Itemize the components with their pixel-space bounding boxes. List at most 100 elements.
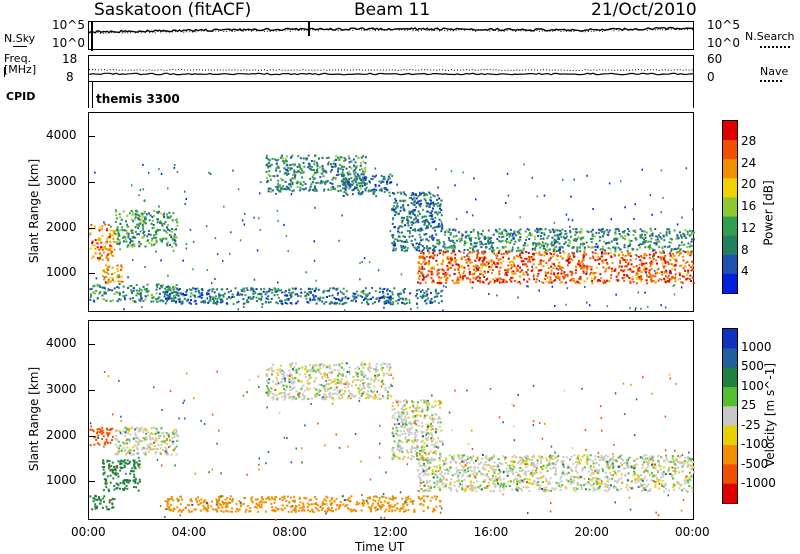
- velocity-cell: [136, 448, 139, 451]
- velocity-cell: [374, 377, 377, 380]
- velocity-cell: [427, 425, 430, 428]
- power-cell: [401, 219, 404, 222]
- power-cell: [427, 270, 430, 273]
- power-cell: [260, 288, 262, 291]
- velocity-cell: [123, 427, 126, 430]
- power-cell: [174, 296, 177, 299]
- power-cell: [299, 171, 302, 174]
- power-cell: [457, 268, 460, 271]
- power-cell: [438, 279, 441, 282]
- power-cell: [659, 256, 662, 259]
- power-cell: [157, 212, 160, 214]
- power-cell: [113, 248, 116, 251]
- power-cell: [638, 269, 641, 272]
- power-cell: [542, 260, 545, 263]
- power-cell: [131, 245, 134, 248]
- power-cell: [436, 198, 439, 201]
- y-tick-mark: [89, 181, 95, 183]
- velocity-cell: [404, 422, 407, 425]
- velocity-cell: [407, 433, 410, 436]
- power-cell: [650, 278, 652, 281]
- power-cell: [366, 298, 369, 301]
- power-cell: [541, 281, 544, 284]
- power-cell: [463, 266, 466, 269]
- velocity-cell: [412, 401, 415, 404]
- power-cell: [435, 211, 437, 214]
- velocity-cell: [423, 399, 425, 402]
- power-cell: [360, 156, 363, 159]
- velocity-cell: [159, 452, 162, 455]
- velocity-cell: [416, 457, 419, 460]
- velocity-cell: [168, 439, 171, 442]
- power-cell: [660, 211, 662, 214]
- power-cell: [421, 289, 424, 292]
- power-cell: [514, 234, 517, 237]
- power-cell: [344, 185, 347, 188]
- power-cell: [150, 222, 153, 225]
- power-cell: [401, 216, 403, 219]
- velocity-cell: [101, 429, 104, 432]
- power-cell: [596, 259, 599, 261]
- power-cell: [142, 227, 144, 230]
- velocity-cell: [122, 479, 125, 482]
- velocity-cell: [388, 374, 390, 376]
- power-cell: [433, 267, 436, 270]
- power-cell: [483, 250, 486, 253]
- power-cell: [510, 280, 513, 283]
- velocity-cell: [380, 363, 383, 366]
- power-cell: [408, 210, 411, 213]
- power-cell: [144, 199, 146, 202]
- velocity-cell: [275, 394, 278, 397]
- power-cell: [630, 240, 633, 242]
- power-cell: [601, 230, 604, 233]
- power-cell: [669, 245, 671, 248]
- power-cell: [195, 302, 198, 305]
- velocity-cell: [389, 383, 392, 386]
- velocity-cell: [416, 452, 419, 455]
- power-cell: [536, 243, 539, 246]
- power-cell: [544, 274, 547, 277]
- velocity-cell: [111, 439, 113, 441]
- power-cell: [655, 259, 657, 262]
- velocity-cell: [143, 438, 146, 441]
- power-cell: [631, 275, 634, 278]
- power-cell: [524, 230, 527, 233]
- power-cell: [643, 257, 646, 260]
- power-cell: [497, 278, 500, 281]
- power-cell: [553, 242, 556, 244]
- power-cell: [142, 219, 145, 222]
- power-cell: [494, 277, 497, 280]
- power-cell: [487, 239, 490, 242]
- power-cell: [153, 236, 156, 239]
- velocity-cell: [127, 481, 130, 484]
- power-cell: [153, 235, 156, 238]
- power-cell: [614, 250, 617, 253]
- power-cell: [364, 293, 367, 296]
- velocity-cell: [123, 466, 126, 469]
- power-cell: [126, 214, 129, 217]
- power-cell: [143, 210, 146, 213]
- power-cell: [439, 211, 442, 214]
- velocity-cell: [144, 447, 147, 450]
- velocity-cell: [96, 506, 99, 509]
- velocity-cell: [136, 447, 139, 450]
- power-cell: [221, 300, 224, 303]
- power-cell: [672, 257, 675, 260]
- power-cell: [271, 291, 274, 294]
- velocity-cell: [402, 399, 405, 402]
- velocity-cell: [325, 383, 328, 386]
- power-cell: [421, 216, 424, 219]
- velocity-cell: [431, 424, 434, 427]
- power-cell: [121, 294, 124, 297]
- velocity-cell: [129, 479, 132, 482]
- power-cell: [281, 302, 284, 305]
- power-cell: [592, 208, 594, 210]
- velocity-cell: [128, 440, 131, 443]
- power-cell: [342, 194, 345, 197]
- power-cell: [520, 269, 523, 272]
- power-cell: [92, 291, 95, 294]
- power-cell: [115, 210, 118, 213]
- power-cell: [378, 297, 381, 299]
- power-cell: [117, 269, 119, 272]
- velocity-cell: [305, 387, 308, 389]
